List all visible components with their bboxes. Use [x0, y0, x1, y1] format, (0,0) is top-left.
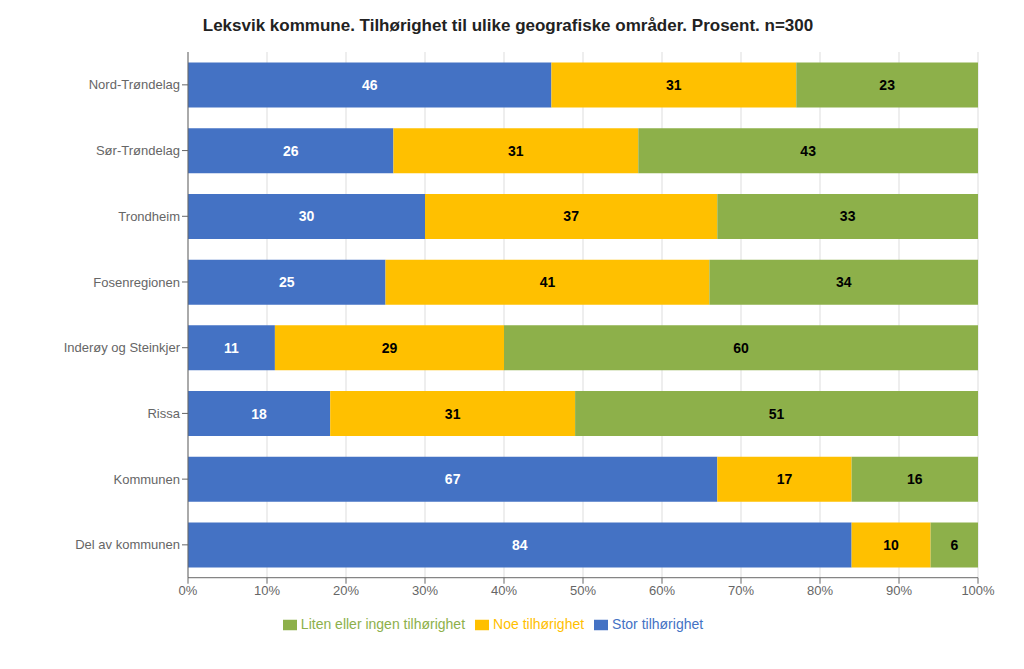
svg-text:33: 33	[840, 208, 856, 224]
html-text:Liten eller ingen tilhørighet: Liten eller ingen tilhørighet	[300, 615, 466, 632]
svg-text:40%: 40%	[491, 583, 517, 598]
svg-text:50%: 50%	[570, 583, 596, 598]
svg-text:90%: 90%	[886, 583, 912, 598]
html-text:Stor tilhørighet: Stor tilhørighet	[612, 615, 704, 632]
svg-text:67: 67	[445, 471, 461, 487]
svg-text:6: 6	[950, 537, 958, 553]
svg-text:11: 11	[224, 340, 239, 356]
svg-text:Inderøy og Steinkjer: Inderøy og Steinkjer	[64, 340, 181, 355]
svg-text:46: 46	[362, 77, 378, 93]
svg-text:10%: 10%	[254, 583, 280, 598]
svg-text:70%: 70%	[728, 583, 754, 598]
svg-text:Nord-Trøndelag: Nord-Trøndelag	[89, 77, 180, 92]
svg-text:Fosenregionen: Fosenregionen	[93, 275, 180, 290]
svg-text:34: 34	[836, 274, 852, 290]
svg-text:20%: 20%	[333, 583, 359, 598]
svg-text:31: 31	[445, 406, 461, 422]
svg-text:60%: 60%	[649, 583, 675, 598]
svg-text:Kommunen: Kommunen	[114, 472, 180, 487]
svg-text:37: 37	[563, 208, 579, 224]
svg-text:30%: 30%	[412, 583, 438, 598]
svg-text:43: 43	[800, 143, 816, 159]
svg-text:84: 84	[512, 537, 528, 553]
svg-text:10: 10	[883, 537, 899, 553]
html-text:Noe tilhørighet: Noe tilhørighet	[493, 615, 585, 632]
svg-text:80%: 80%	[807, 583, 833, 598]
svg-text:31: 31	[666, 77, 682, 93]
svg-text:100%: 100%	[961, 583, 995, 598]
svg-text:17: 17	[777, 471, 793, 487]
svg-text:25: 25	[279, 274, 295, 290]
svg-text:0%: 0%	[179, 583, 198, 598]
svg-text:30: 30	[299, 208, 315, 224]
svg-text:Sør-Trøndelag: Sør-Trøndelag	[96, 143, 180, 158]
svg-text:Rissa: Rissa	[147, 406, 180, 421]
svg-text:Del av kommunen: Del av kommunen	[75, 537, 180, 552]
svg-text:18: 18	[251, 406, 267, 422]
svg-text:Trondheim: Trondheim	[118, 209, 180, 224]
svg-text:51: 51	[769, 406, 785, 422]
svg-text:31: 31	[508, 143, 524, 159]
svg-text:16: 16	[907, 471, 923, 487]
svg-text:60: 60	[733, 340, 749, 356]
svg-text:26: 26	[283, 143, 299, 159]
html-text:Leksvik kommune. Tilhørighet t: Leksvik kommune. Tilhørighet til ulike g…	[202, 16, 814, 35]
svg-text:23: 23	[879, 77, 895, 93]
svg-text:41: 41	[540, 274, 556, 290]
svg-text:29: 29	[382, 340, 398, 356]
